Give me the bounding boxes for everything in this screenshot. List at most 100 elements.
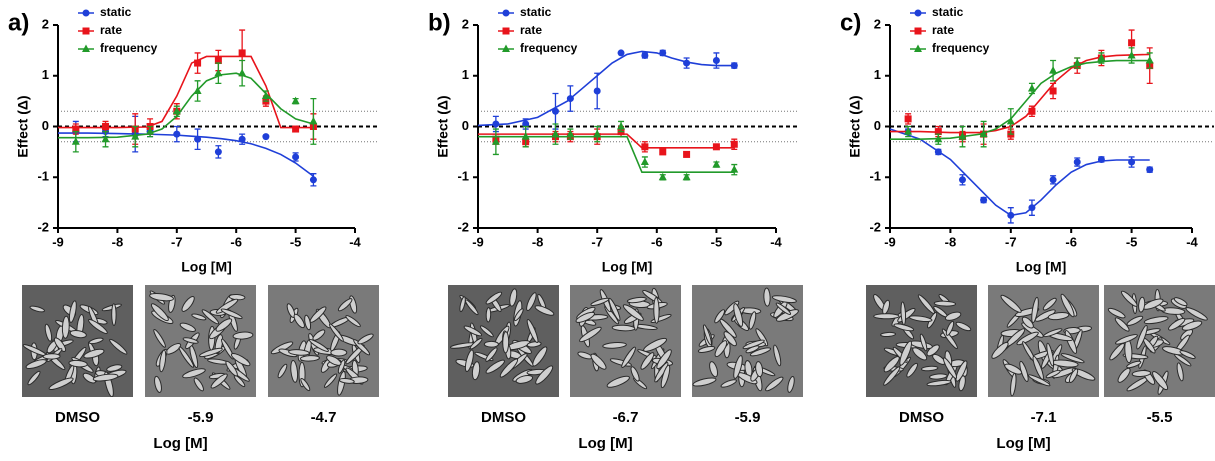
data-point [214,57,222,65]
legend-marker [914,44,922,52]
cell [337,359,346,374]
cell [337,298,353,312]
panel-label: b) [428,9,451,36]
fit-curve [477,50,735,127]
cell [293,313,305,329]
cell [514,308,524,322]
cell [509,288,518,307]
fit-curve [58,72,314,139]
y-tick-label: 0 [42,118,49,133]
data-point [238,68,247,77]
cell [714,309,725,324]
y-axis-label: Effect (Δ) [15,95,31,157]
image-axis-label: Log [M] [153,435,207,452]
cell [1173,297,1188,307]
data-point [682,172,691,181]
data-point [193,86,202,94]
x-tick-label: -5 [290,234,302,249]
cell [92,373,119,382]
image-caption: -6.7 [613,409,639,426]
cell [29,305,45,313]
cell [1185,307,1208,321]
cell [469,337,483,350]
data-point [730,140,738,148]
x-tick-label: -7 [1005,234,1017,249]
fit-curve [890,53,1150,134]
fit-curve [58,55,314,129]
cell [464,349,474,373]
data-point [1146,166,1154,174]
panel-label: a) [8,9,29,36]
cell [723,331,737,347]
cell [323,373,338,388]
cell [220,308,243,320]
cell [703,324,712,346]
cell [917,294,935,314]
cell [526,292,537,311]
cell [748,311,757,330]
cell [883,366,901,386]
cell [755,328,769,347]
data-point [659,148,667,156]
cell [709,361,719,378]
data-point [593,129,602,138]
y-tick-label: 2 [42,16,49,31]
data-point [979,129,988,138]
data-point [1145,56,1154,64]
data-point [934,148,942,156]
data-point [934,128,942,136]
x-tick-label: -9 [52,234,64,249]
cell [68,359,88,368]
x-tick-label: -4 [1186,234,1198,249]
data-point [238,49,246,57]
cell [602,341,627,349]
data-point [958,176,966,184]
data-point [292,153,300,161]
y-tick-label: 1 [42,67,49,82]
legend-label: rate [932,23,954,37]
cell [590,297,610,306]
cell [1152,371,1169,391]
cell [82,372,97,384]
cell [755,361,764,378]
cell [1046,342,1055,367]
cell [1032,355,1044,380]
cell [225,360,238,377]
y-axis-label: Effect (Δ) [435,95,451,157]
cell [534,305,555,316]
legend-marker [502,9,510,17]
legend-label: static [520,5,552,19]
cell [773,344,782,367]
cell [288,349,310,356]
cell [1121,290,1138,307]
legend-marker [82,44,90,52]
cell [42,353,61,360]
cell [944,311,962,321]
cell [182,368,206,379]
data-point [492,120,500,128]
data-point [262,133,270,141]
data-point [683,59,691,67]
data-point [904,127,913,135]
data-point [291,96,300,105]
cell [1000,294,1022,313]
cell [221,338,235,360]
data-point [1128,39,1136,47]
cell [485,291,503,305]
legend-label: static [932,5,964,19]
data-point [72,125,80,133]
cell [109,338,128,355]
x-tick-label: -4 [349,234,361,249]
y-tick-label: 1 [874,67,881,82]
cell [304,314,312,331]
data-point [1049,176,1057,184]
data-point [309,116,318,125]
cell [733,303,744,327]
cell [515,375,534,384]
data-point [658,172,667,181]
cell [300,377,311,392]
micrograph [866,285,977,397]
cell [215,318,233,332]
data-point [491,137,500,145]
